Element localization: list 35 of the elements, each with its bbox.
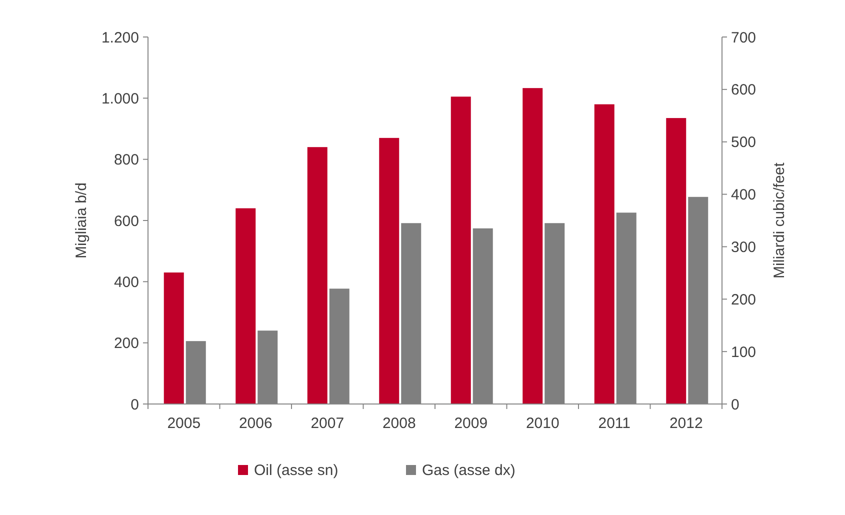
y2-tick-label: 300	[731, 238, 756, 256]
bar	[522, 88, 543, 404]
x-tick-label: 2005	[167, 415, 201, 432]
y2-tick-label: 100	[731, 344, 756, 361]
y2-tick-label: 0	[731, 396, 740, 414]
y-tick-label: 200	[114, 335, 139, 352]
bar	[307, 147, 328, 404]
y-tick-label: 0	[130, 396, 139, 414]
bar	[379, 138, 400, 404]
y-tick-label: 600	[114, 212, 139, 230]
y2-tick-label: 400	[731, 186, 756, 204]
y-axis-title: Migliaia b/d	[73, 182, 90, 258]
x-tick-label: 2011	[598, 415, 631, 432]
x-tick-label: 2007	[310, 415, 344, 432]
legend-label: Oil (asse sn)	[254, 462, 338, 479]
y2-axis-title: Miliardi cubic/feet	[771, 162, 788, 278]
bar	[450, 96, 471, 404]
y-tick-label: 1.000	[101, 90, 139, 108]
y2-tick-label: 200	[731, 291, 756, 308]
x-tick-label: 2008	[382, 415, 416, 432]
x-tick-label: 2009	[454, 415, 488, 432]
bar	[164, 272, 184, 404]
y2-tick-label: 500	[731, 134, 756, 152]
bar	[594, 104, 614, 404]
y2-tick-label: 700	[731, 29, 756, 46]
x-tick-label: 2006	[238, 415, 272, 432]
y-tick-label: 400	[114, 274, 139, 291]
y-tick-label: 1.200	[101, 29, 139, 46]
bar	[236, 208, 256, 404]
y-tick-label: 800	[114, 152, 139, 169]
x-tick-label: 2010	[526, 415, 560, 432]
x-tick-label: 2012	[669, 415, 703, 432]
bar	[666, 118, 686, 404]
legend-label: Gas (asse dx)	[422, 462, 516, 479]
y2-tick-label: 600	[731, 82, 756, 99]
